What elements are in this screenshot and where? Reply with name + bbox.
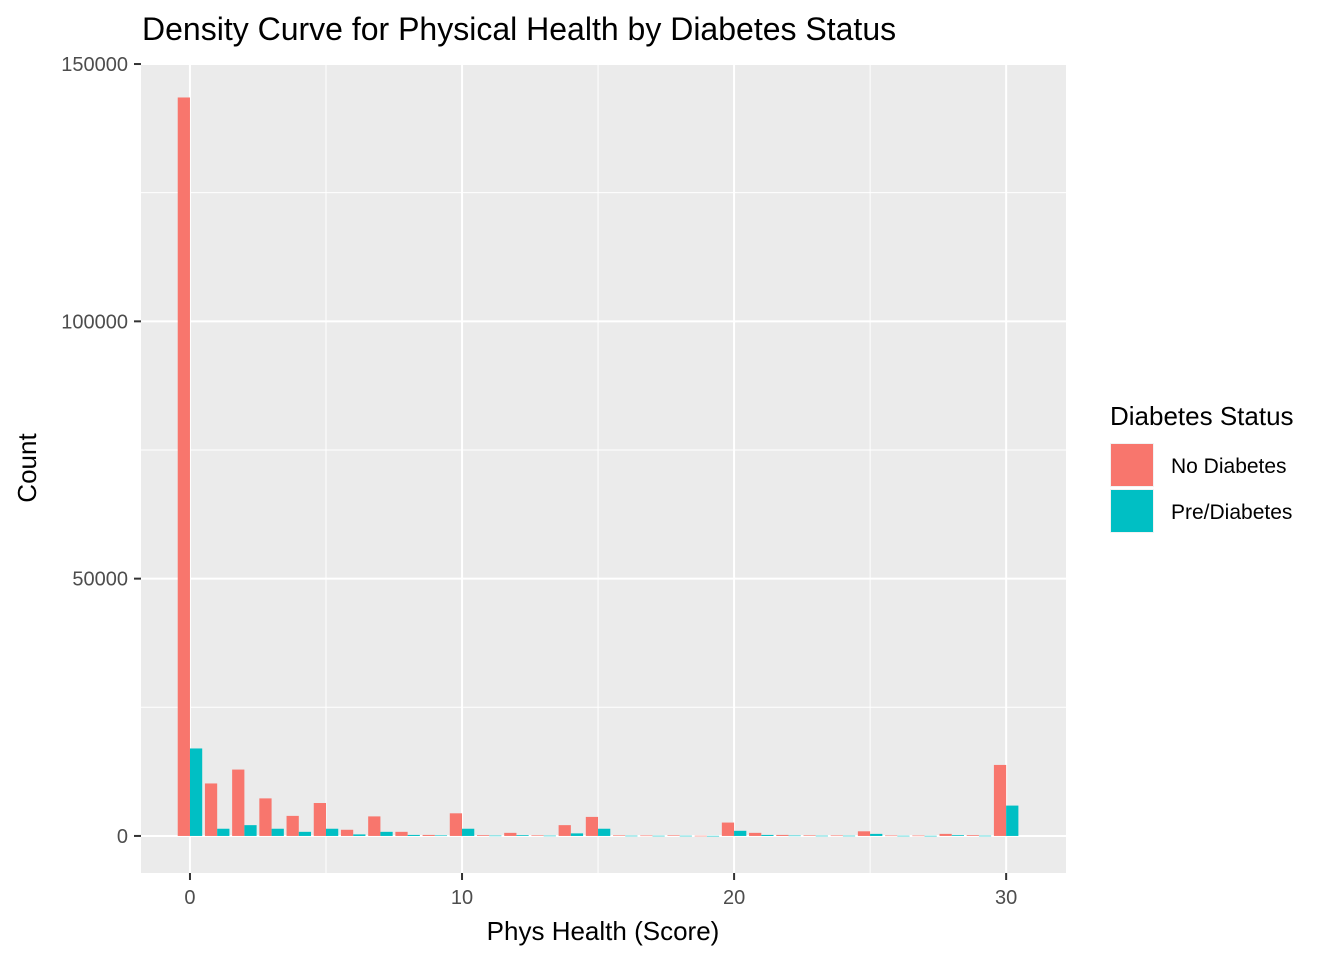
bar-pre-diabetes — [652, 835, 665, 837]
bar-no-diabetes — [694, 835, 707, 837]
bar-pre-diabetes — [625, 835, 638, 837]
plot-panel — [141, 63, 1066, 873]
bar-pre-diabetes — [516, 835, 529, 836]
y-tick-label: 50000 — [72, 569, 128, 591]
bar-pre-diabetes — [598, 828, 611, 836]
y-tick-label: 150000 — [61, 54, 128, 76]
bar-no-diabetes — [232, 769, 245, 836]
bar-pre-diabetes — [978, 835, 992, 837]
bar-pre-diabetes — [298, 831, 312, 836]
x-tick-label: 10 — [451, 887, 473, 909]
bar-no-diabetes — [912, 835, 925, 837]
x-axis: 0 10 20 30 — [184, 873, 1017, 909]
bar-no-diabetes — [313, 803, 326, 836]
bar-pre-diabetes — [788, 835, 801, 837]
bars — [177, 97, 1019, 837]
bar-pre-diabetes — [924, 835, 937, 837]
legend-title: Diabetes Status — [1110, 401, 1294, 431]
bar-no-diabetes — [857, 831, 871, 836]
legend: Diabetes Status No Diabetes Pre/Diabetes — [1110, 401, 1294, 533]
bar-no-diabetes — [667, 835, 680, 836]
bar-pre-diabetes — [326, 828, 339, 836]
y-tick-label: 0 — [117, 826, 128, 848]
bar-no-diabetes — [368, 816, 381, 836]
chart-title: Density Curve for Physical Health by Dia… — [142, 11, 896, 47]
bar-no-diabetes — [476, 835, 490, 836]
bar-no-diabetes — [449, 813, 463, 836]
x-tick-label: 20 — [723, 887, 745, 909]
minor-gridlines — [141, 63, 1066, 873]
bar-no-diabetes — [613, 835, 626, 836]
bar-no-diabetes — [640, 835, 653, 837]
bar-no-diabetes — [993, 764, 1007, 836]
bar-pre-diabetes — [1006, 805, 1019, 836]
bar-no-diabetes — [504, 832, 517, 836]
bar-pre-diabetes — [217, 828, 230, 836]
bar-no-diabetes — [531, 835, 544, 836]
legend-swatch-no-diabetes — [1111, 444, 1153, 486]
bar-pre-diabetes — [271, 828, 284, 836]
bar-pre-diabetes — [842, 835, 856, 837]
bar-pre-diabetes — [189, 748, 203, 836]
bar-no-diabetes — [558, 825, 571, 836]
bar-no-diabetes — [885, 835, 898, 837]
bar-pre-diabetes — [407, 834, 420, 836]
bar-pre-diabetes — [870, 833, 883, 836]
bar-no-diabetes — [939, 833, 952, 836]
bar-no-diabetes — [177, 97, 190, 836]
bar-pre-diabetes — [897, 835, 910, 837]
bar-pre-diabetes — [761, 834, 774, 836]
bar-no-diabetes — [803, 835, 816, 836]
bar-no-diabetes — [776, 834, 789, 836]
bar-pre-diabetes — [244, 825, 257, 836]
bar-no-diabetes — [204, 783, 218, 836]
bar-pre-diabetes — [734, 830, 747, 836]
bar-no-diabetes — [422, 834, 435, 836]
bar-pre-diabetes — [679, 835, 692, 837]
bar-pre-diabetes — [570, 833, 584, 836]
bar-pre-diabetes — [951, 835, 964, 836]
bar-no-diabetes — [340, 829, 354, 836]
x-axis-title: Phys Health (Score) — [487, 916, 720, 946]
bar-no-diabetes — [749, 832, 762, 836]
bar-pre-diabetes — [462, 828, 475, 836]
bar-no-diabetes — [286, 815, 299, 836]
x-tick-label: 0 — [184, 887, 195, 909]
bar-pre-diabetes — [706, 835, 720, 837]
legend-label-pre-diabetes: Pre/Diabetes — [1171, 501, 1292, 524]
bar-pre-diabetes — [815, 835, 828, 837]
bar-no-diabetes — [721, 822, 735, 836]
y-axis: 0 50000 100000 150000 — [61, 54, 141, 848]
legend-swatch-pre-diabetes — [1111, 490, 1153, 532]
x-tick-label: 30 — [995, 887, 1017, 909]
y-axis-title: Count — [12, 433, 42, 503]
bar-pre-diabetes — [353, 834, 366, 836]
bar-pre-diabetes — [489, 835, 502, 837]
bar-no-diabetes — [259, 798, 272, 836]
bar-no-diabetes — [395, 831, 408, 836]
y-tick-label: 100000 — [61, 311, 128, 333]
bar-no-diabetes — [830, 835, 843, 837]
bar-no-diabetes — [966, 835, 979, 836]
bar-no-diabetes — [585, 816, 599, 836]
legend-label-no-diabetes: No Diabetes — [1171, 455, 1287, 478]
bar-pre-diabetes — [543, 835, 556, 837]
bar-pre-diabetes — [380, 831, 393, 836]
bar-pre-diabetes — [434, 835, 448, 837]
legend-items: No Diabetes Pre/Diabetes — [1110, 443, 1292, 533]
